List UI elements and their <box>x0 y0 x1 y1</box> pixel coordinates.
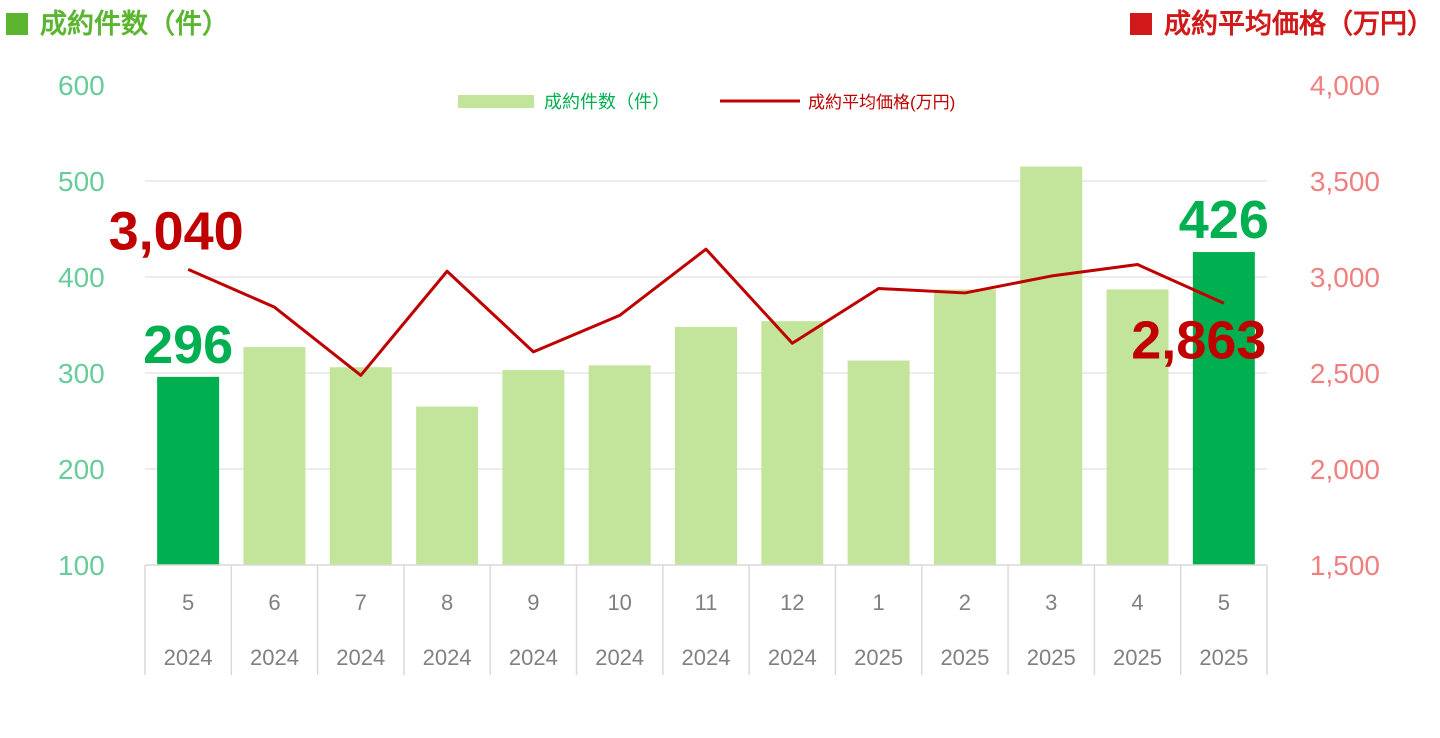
left-axis-tick-label: 600 <box>58 70 105 101</box>
bar <box>502 370 565 565</box>
left-axis-tick-label: 500 <box>58 166 105 197</box>
year-label: 2025 <box>1027 645 1076 670</box>
bar <box>1020 166 1083 565</box>
price-data-label: 2,863 <box>1131 310 1266 370</box>
right-axis-tick-label: 1,500 <box>1310 550 1380 581</box>
year-label: 2025 <box>1113 645 1162 670</box>
bar <box>588 365 651 565</box>
bar <box>933 289 996 565</box>
year-label: 2024 <box>509 645 558 670</box>
right-title-text: 成約平均価格（万円） <box>1164 9 1434 40</box>
bar <box>157 376 220 565</box>
year-label: 2024 <box>164 645 213 670</box>
month-label: 3 <box>1045 590 1057 615</box>
right-axis-title: 成約平均価格（万円） <box>1130 2 1434 41</box>
month-label: 9 <box>527 590 539 615</box>
right-axis-tick-label: 2,000 <box>1310 454 1380 485</box>
month-label: 5 <box>1218 590 1230 615</box>
year-label: 2024 <box>423 645 472 670</box>
year-label: 2024 <box>768 645 817 670</box>
left-axis-title: 成約件数（件） <box>6 2 229 41</box>
month-label: 11 <box>695 590 718 615</box>
price-line <box>187 247 1225 377</box>
bar <box>847 360 910 565</box>
year-label: 2025 <box>1199 645 1248 670</box>
right-axis-tick-label: 4,000 <box>1310 70 1380 101</box>
legend-count-label: 成約件数（件） <box>544 92 670 112</box>
count-data-label: 296 <box>143 315 233 375</box>
left-axis-tick-label: 200 <box>58 454 105 485</box>
legend-price-label: 成約平均価格(万円) <box>808 93 955 112</box>
right-axis-tick-label: 2,500 <box>1310 358 1380 389</box>
left-title-square-icon <box>6 13 28 35</box>
month-label: 6 <box>268 590 280 615</box>
bar <box>761 321 824 565</box>
legend-bar-swatch <box>458 95 534 108</box>
year-label: 2024 <box>336 645 385 670</box>
bar <box>675 326 737 565</box>
left-axis-tick-label: 400 <box>58 262 105 293</box>
year-label: 2024 <box>682 645 731 670</box>
price-data-label: 3,040 <box>109 201 244 261</box>
left-title-text: 成約件数（件） <box>40 9 229 40</box>
year-label: 2025 <box>854 645 903 670</box>
bar <box>416 406 479 565</box>
right-axis-tick-label: 3,500 <box>1310 166 1380 197</box>
month-label: 12 <box>780 590 804 615</box>
right-axis-tick-label: 3,000 <box>1310 262 1380 293</box>
month-label: 10 <box>607 590 631 615</box>
month-label: 4 <box>1131 590 1143 615</box>
bar <box>1192 252 1255 566</box>
month-label: 1 <box>872 590 884 615</box>
left-axis-tick-label: 100 <box>58 550 105 581</box>
bar <box>243 347 306 565</box>
bar <box>1106 289 1169 565</box>
month-label: 5 <box>182 590 194 615</box>
right-title-square-icon <box>1130 13 1152 35</box>
month-label: 8 <box>441 590 453 615</box>
year-label: 2025 <box>940 645 989 670</box>
month-label: 2 <box>959 590 971 615</box>
year-label: 2024 <box>595 645 644 670</box>
bar <box>329 367 392 565</box>
year-label: 2024 <box>250 645 299 670</box>
left-axis-tick-label: 300 <box>58 358 105 389</box>
month-label: 7 <box>355 590 367 615</box>
count-data-label: 426 <box>1179 190 1269 250</box>
